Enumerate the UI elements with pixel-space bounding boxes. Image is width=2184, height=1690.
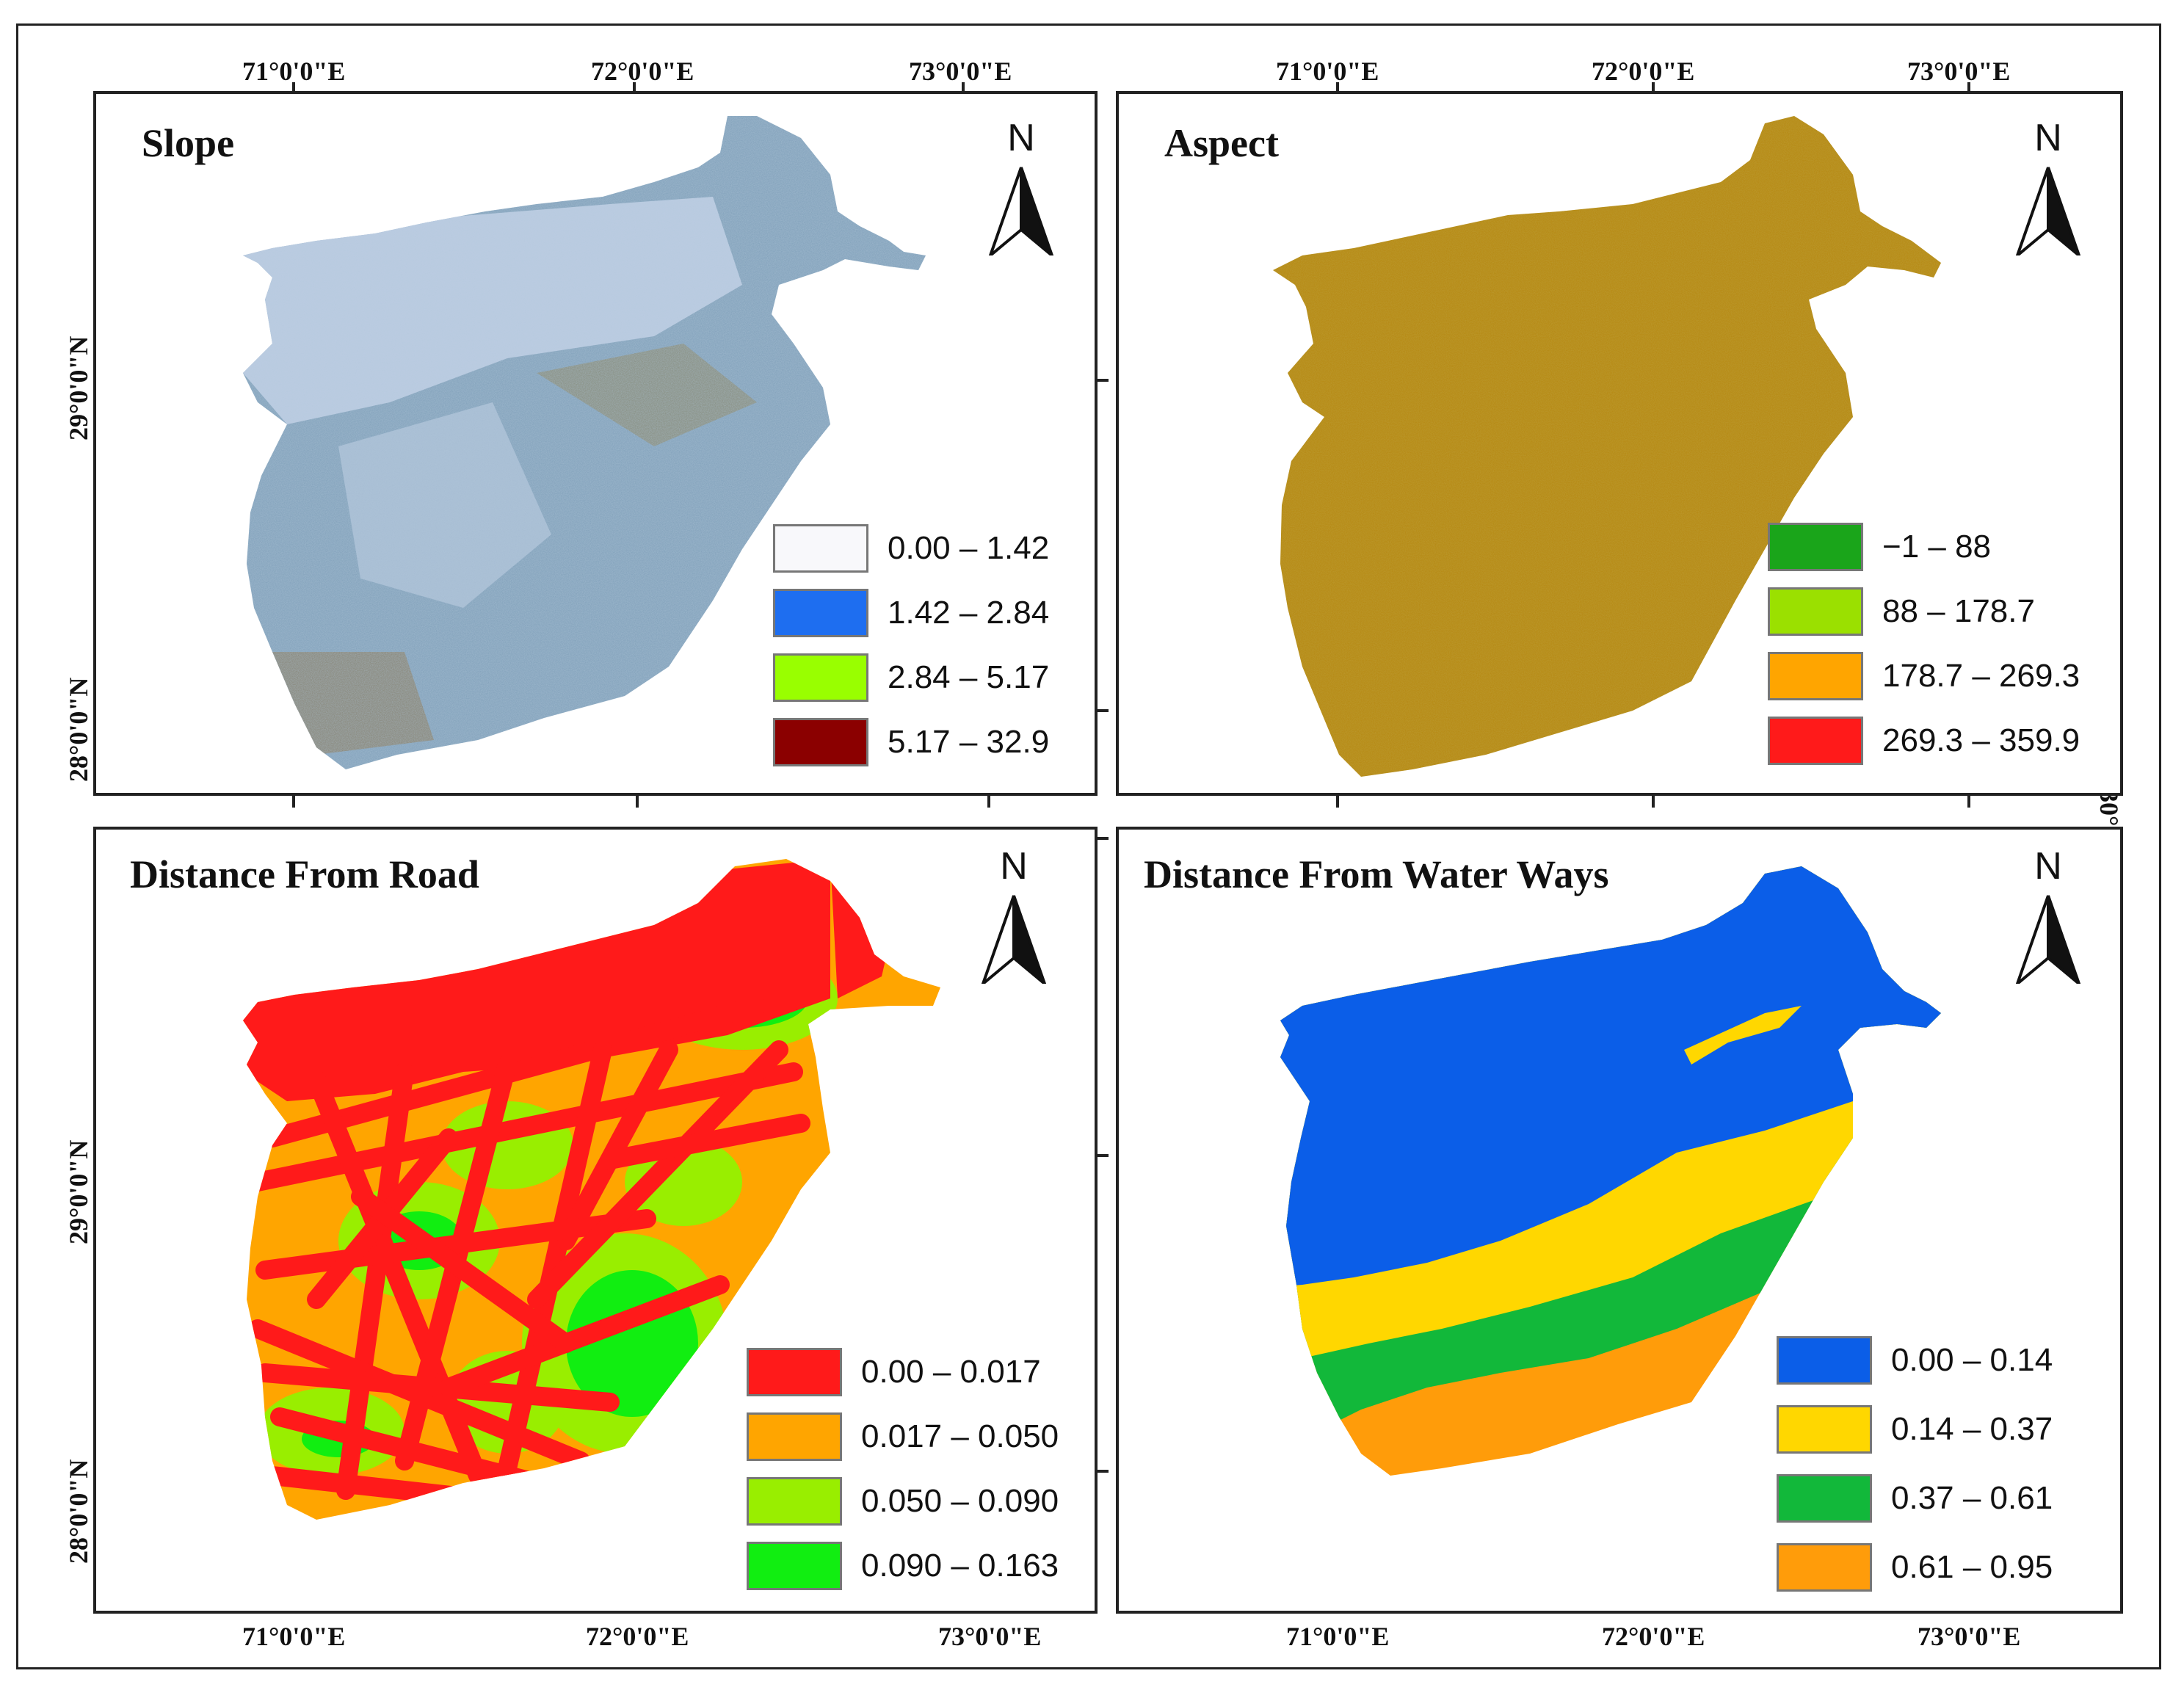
road-map-svg (243, 859, 940, 1520)
legend-swatch (1777, 1474, 1872, 1523)
bottom-lon-tick-71-left: 71°0'0"E (242, 1622, 346, 1651)
north-arrow-icon (2015, 167, 2081, 255)
aspect-north-arrow: N (2011, 116, 2085, 255)
legend-label: 0.14 – 0.37 (1891, 1411, 2053, 1447)
water-north-arrow: N (2011, 844, 2085, 984)
tick-mark (1652, 796, 1655, 808)
left-lat-tick-29-top: 29°0'0"N (64, 336, 93, 440)
legend-swatch (773, 589, 868, 637)
bottom-lon-tick-71-right: 71°0'0"E (1286, 1622, 1390, 1651)
bottom-lon-tick-73-left: 73°0'0"E (938, 1622, 1042, 1651)
tick-mark (962, 82, 965, 94)
tick-mark (1097, 1470, 1109, 1473)
bottom-lon-tick-72-left: 72°0'0"E (586, 1622, 689, 1651)
tick-mark (1652, 82, 1655, 94)
legend-swatch (747, 1542, 842, 1590)
bottom-lon-tick-72-right: 72°0'0"E (1602, 1622, 1705, 1651)
north-label: N (1007, 117, 1035, 159)
legend-label: 2.84 – 5.17 (888, 659, 1050, 695)
legend-swatch (747, 1348, 842, 1396)
tick-mark (1097, 379, 1109, 382)
legend-swatch (1768, 652, 1863, 700)
aspect-map-panel: Aspect N −1 – 88 88 – 178.7 178.7 – 269.… (1116, 91, 2123, 796)
tick-mark (1967, 796, 1970, 808)
tick-mark (636, 796, 639, 808)
legend-label: 1.42 – 2.84 (888, 595, 1050, 631)
aspect-legend: −1 – 88 88 – 178.7 178.7 – 269.3 269.3 –… (1768, 523, 2113, 772)
legend-swatch (773, 718, 868, 766)
legend-label: 269.3 – 359.9 (1882, 722, 2080, 758)
left-lat-tick-28-bottom: 28°0'0"N (64, 1459, 93, 1564)
bottom-lon-tick-73-right: 73°0'0"E (1918, 1622, 2021, 1651)
left-lat-tick-28-top: 28°0'0"N (64, 677, 93, 782)
top-lon-tick-71-left: 71°0'0"E (242, 57, 346, 86)
top-lon-tick-72-left: 72°0'0"E (591, 57, 694, 86)
slope-north-arrow: N (984, 116, 1058, 255)
north-arrow-icon (988, 167, 1054, 255)
left-lat-tick-29-bottom: 29°0'0"N (64, 1139, 93, 1244)
road-map-panel: Distance From Road N 0.00 – 0.017 0.017 … (93, 827, 1098, 1614)
top-lon-tick-71-right: 71°0'0"E (1276, 57, 1379, 86)
legend-label: 0.00 – 0.017 (861, 1354, 1041, 1390)
top-lon-tick-72-right: 72°0'0"E (1592, 57, 1695, 86)
legend-swatch (747, 1412, 842, 1461)
north-arrow-icon (981, 895, 1047, 984)
north-label: N (2034, 845, 2062, 888)
top-lon-tick-73-right: 73°0'0"E (1907, 57, 2011, 86)
north-label: N (2034, 117, 2062, 159)
water-title: Distance From Water Ways (1144, 852, 1609, 896)
north-arrow-icon (2015, 895, 2081, 984)
road-legend: 0.00 – 0.017 0.017 – 0.050 0.050 – 0.090… (747, 1348, 1092, 1597)
slope-map-panel: Slope N 0.00 – 1.42 1.42 – 2.84 2.84 – 5… (93, 91, 1098, 796)
road-north-arrow: N (977, 844, 1051, 984)
legend-label: 0.090 – 0.163 (861, 1548, 1059, 1584)
legend-swatch (1768, 523, 1863, 571)
legend-swatch (773, 653, 868, 702)
legend-swatch (1777, 1543, 1872, 1592)
legend-swatch (1768, 587, 1863, 636)
legend-swatch (773, 524, 868, 573)
north-label: N (1000, 845, 1028, 888)
slope-legend: 0.00 – 1.42 1.42 – 2.84 2.84 – 5.17 5.17… (773, 524, 1081, 774)
tick-mark (987, 796, 990, 808)
tick-mark (1097, 1154, 1109, 1157)
legend-label: 0.00 – 1.42 (888, 530, 1050, 566)
tick-mark (1336, 82, 1339, 94)
legend-label: 0.050 – 0.090 (861, 1483, 1059, 1519)
legend-label: 0.61 – 0.95 (1891, 1549, 2053, 1585)
tick-mark (633, 82, 636, 94)
water-near-inlet (1684, 1006, 1802, 1065)
tick-mark (1097, 837, 1109, 840)
tick-mark (292, 796, 295, 808)
tick-mark (1336, 796, 1339, 808)
tick-mark (292, 82, 295, 94)
legend-label: 178.7 – 269.3 (1882, 658, 2080, 694)
legend-label: 88 – 178.7 (1882, 593, 2035, 629)
legend-swatch (1777, 1336, 1872, 1385)
legend-label: 0.00 – 0.14 (1891, 1342, 2053, 1378)
legend-label: 5.17 – 32.9 (888, 724, 1050, 760)
slope-title: Slope (142, 121, 235, 165)
water-legend: 0.00 – 0.14 0.14 – 0.37 0.37 – 0.61 0.61… (1777, 1336, 2100, 1592)
legend-label: 0.37 – 0.61 (1891, 1480, 2053, 1516)
legend-label: 0.017 – 0.050 (861, 1418, 1059, 1454)
legend-swatch (747, 1477, 842, 1526)
tick-mark (1967, 82, 1970, 94)
road-network (248, 996, 810, 1515)
road-title: Distance From Road (130, 852, 479, 896)
legend-label: −1 – 88 (1882, 529, 1992, 565)
water-map-panel: Distance From Water Ways N 0.00 – 0.14 0… (1116, 827, 2123, 1614)
tick-mark (1097, 709, 1109, 712)
aspect-title: Aspect (1164, 121, 1279, 165)
legend-swatch (1768, 717, 1863, 765)
figure-frame (16, 23, 2161, 1669)
water-map-svg (1280, 866, 1941, 1476)
top-lon-tick-73-left: 73°0'0"E (909, 57, 1012, 86)
legend-swatch (1777, 1405, 1872, 1454)
